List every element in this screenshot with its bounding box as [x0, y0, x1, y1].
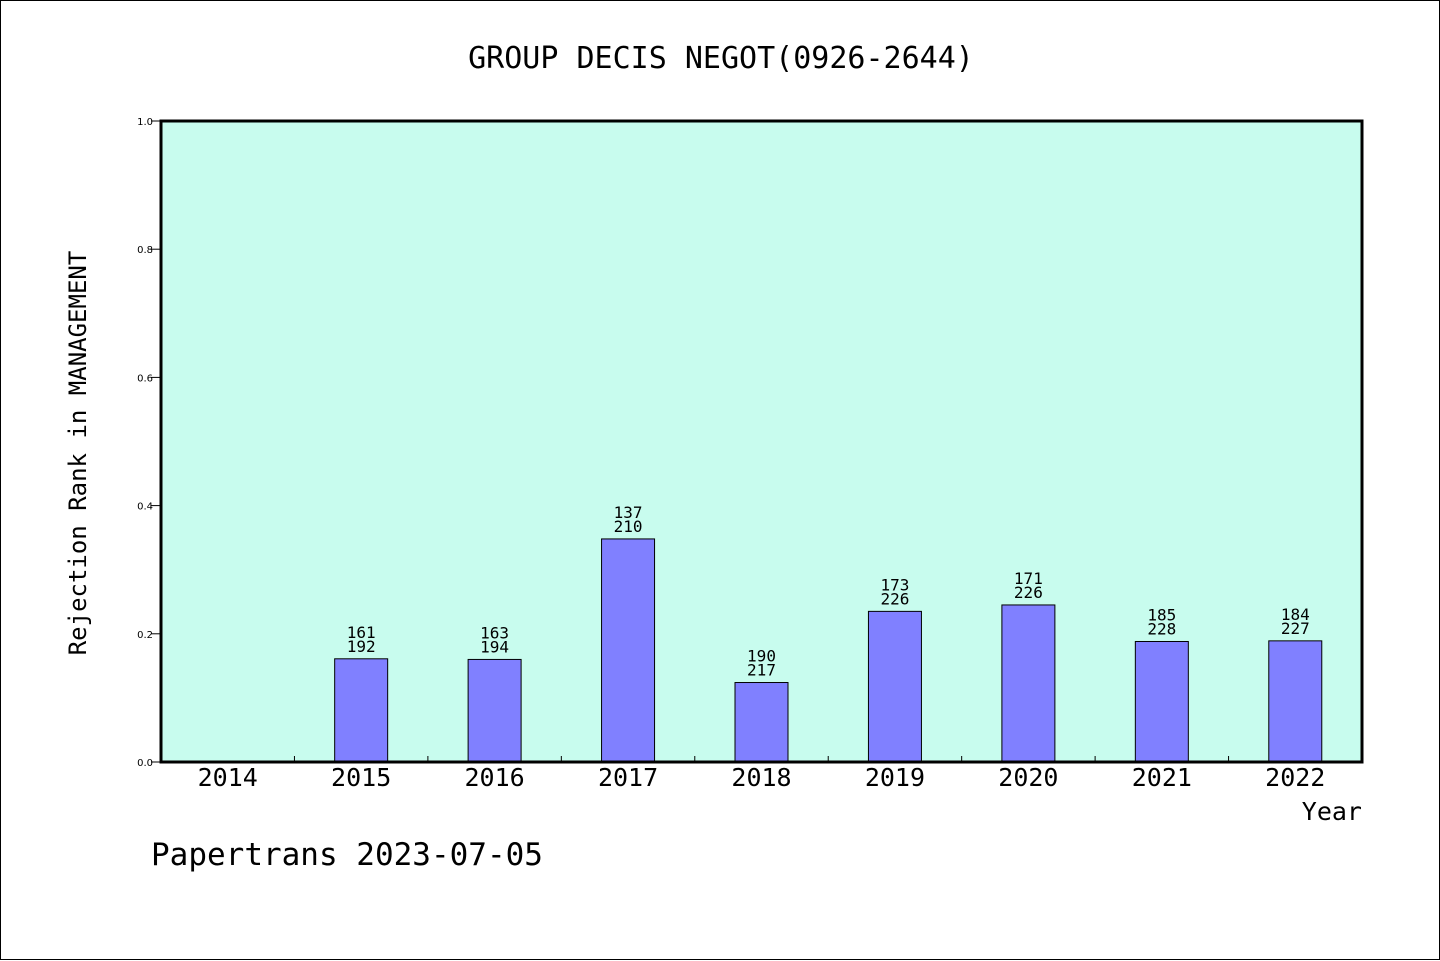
bar-label-bottom: 192: [347, 637, 376, 656]
bar-2020: [1001, 604, 1056, 763]
x-tick-label: 2020: [998, 763, 1058, 792]
chart-title: GROUP DECIS NEGOT(0926-2644): [468, 41, 974, 76]
y-axis-title: Rejection Rank in MANAGEMENT: [64, 251, 92, 656]
bar-2017: [601, 538, 656, 763]
plot-border: [159, 119, 1364, 764]
bar-label-bottom: 226: [880, 589, 909, 608]
x-tick-label: 2016: [465, 763, 525, 792]
bar-label-bottom: 227: [1281, 619, 1310, 638]
bar-label-top: 171: [1014, 569, 1043, 588]
bar-label-bottom: 194: [480, 637, 509, 656]
bars: [334, 538, 1323, 763]
x-tick-label: 2018: [731, 763, 791, 792]
bar-2016: [467, 658, 522, 763]
y-tick-label: 0.2: [137, 630, 153, 641]
footer-text: Papertrans 2023-07-05: [151, 837, 543, 873]
y-tick-label: 0.4: [137, 502, 153, 513]
bar-label-bottom: 226: [1014, 583, 1043, 602]
x-tick-label: 2022: [1265, 763, 1325, 792]
x-axis-title: Year: [1302, 797, 1362, 826]
y-tick-label: 1.0: [137, 117, 153, 128]
bar-label-bottom: 217: [747, 661, 776, 680]
x-tick-label: 2015: [331, 763, 391, 792]
y-tick-label: 0.8: [137, 245, 153, 256]
bar-label-top: 185: [1147, 605, 1176, 624]
x-tick-label: 2014: [198, 763, 258, 792]
y-axis-ticks: 0.0 0.2 0.4 0.6 0.8 1.0: [137, 117, 161, 769]
y-tick-label: 0.6: [137, 373, 153, 384]
bar-label-top: 190: [747, 647, 776, 666]
bar-label-bottom: 228: [1147, 619, 1176, 638]
x-tick-label: 2017: [598, 763, 658, 792]
bar-label-bottom: 210: [614, 517, 643, 536]
bar-2015: [334, 658, 389, 763]
bar-label-top: 163: [480, 623, 509, 642]
bar-label-top: 137: [614, 503, 643, 522]
bar-label-top: 184: [1281, 605, 1310, 624]
x-tick-label: 2021: [1132, 763, 1192, 792]
y-tick-label: 0.0: [137, 758, 153, 769]
bar-2019: [867, 610, 922, 763]
bar-labels: 1611921631941372101902171732261712261852…: [347, 503, 1310, 680]
x-axis-labels: 2014 2015 2016 2017 2018 2019 2020 2021 2022: [198, 763, 1326, 792]
bar-2021: [1134, 640, 1189, 763]
bar-label-top: 161: [347, 623, 376, 642]
bar-2022: [1268, 640, 1323, 763]
x-tick-label: 2019: [865, 763, 925, 792]
bar-2018: [734, 682, 789, 763]
bar-label-top: 173: [880, 575, 909, 594]
